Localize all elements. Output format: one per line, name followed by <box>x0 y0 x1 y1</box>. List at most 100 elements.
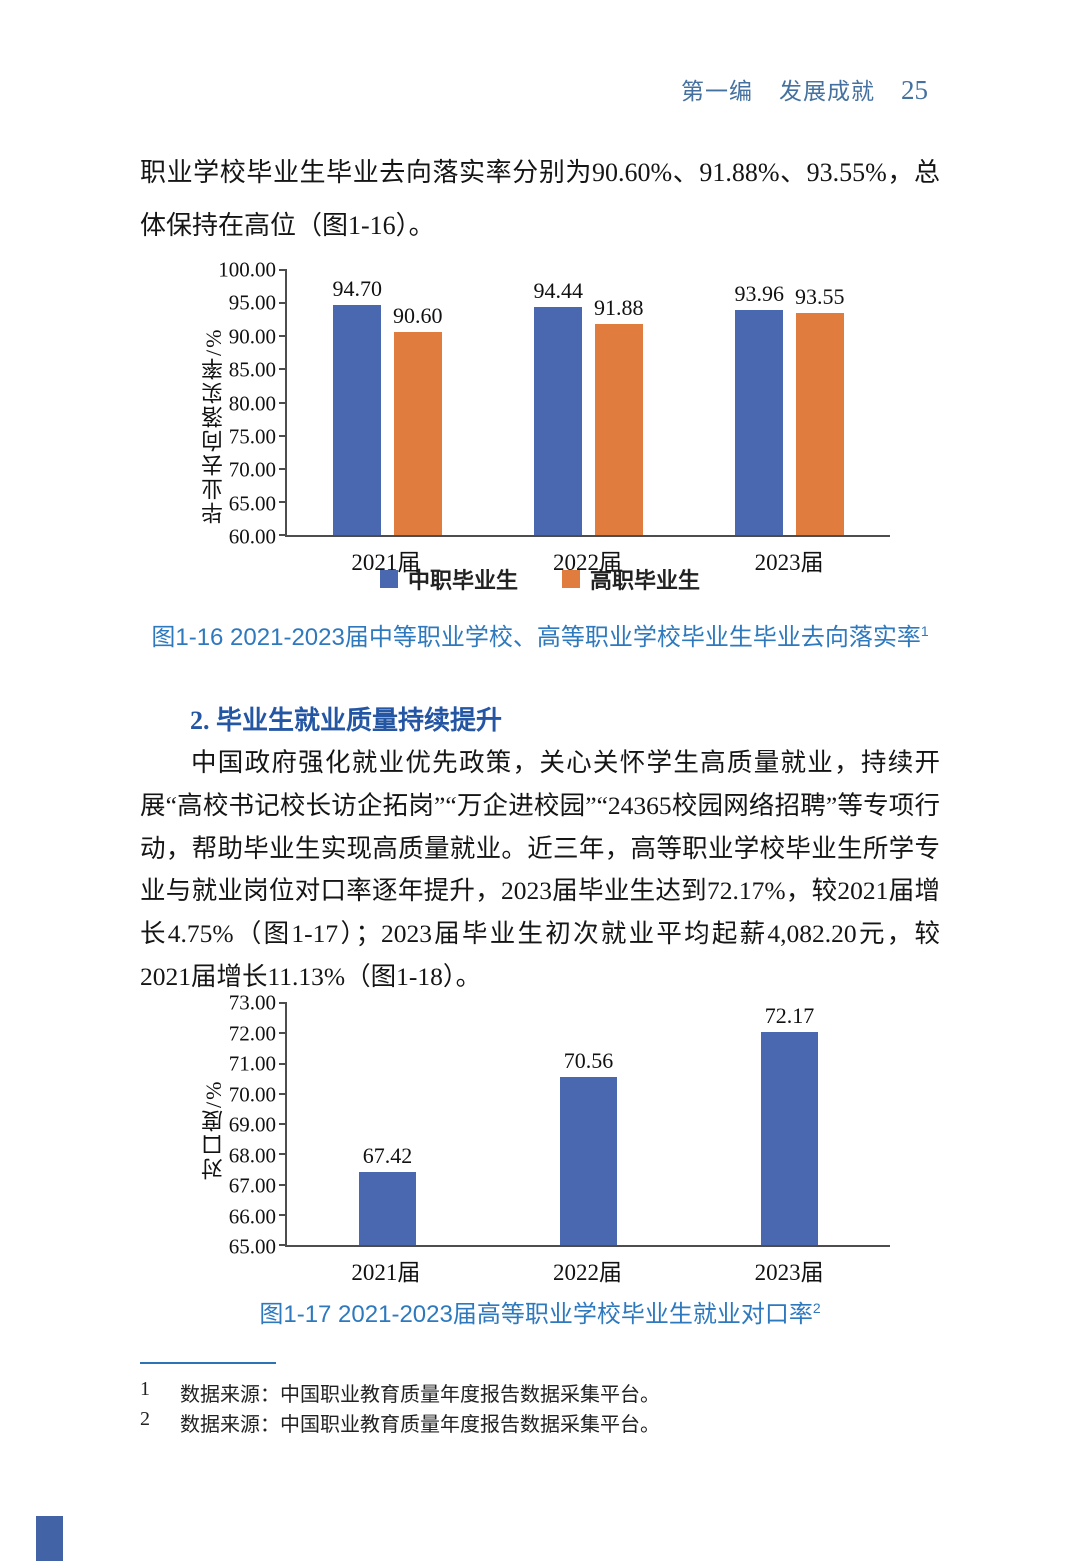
x-tick-label: 2022届 <box>553 1260 622 1285</box>
y-tick-label: 85.00 <box>228 357 276 382</box>
legend-item-gaozhi: 高职毕业生 <box>562 563 700 595</box>
y-tick-label: 68.00 <box>228 1143 276 1167</box>
bar-group: 70.56 <box>488 1003 689 1245</box>
page-number: 25 <box>901 75 928 105</box>
y-tick-mark <box>279 500 287 503</box>
bar-value-label: 94.44 <box>533 277 584 303</box>
bar-value-label: 90.60 <box>393 303 443 329</box>
x-axis-labels: 2021届 2022届 2023届 <box>285 1253 890 1287</box>
y-tick-label: 69.00 <box>228 1112 276 1137</box>
bar <box>795 312 844 535</box>
y-tick-label: 95.00 <box>228 290 276 315</box>
bar-value-label: 70.56 <box>563 1047 614 1073</box>
footnote-text: 数据来源：中国职业教育质量年度报告数据采集平台。 <box>180 1414 660 1436</box>
figure-1-16-legend: 中职毕业生 高职毕业生 <box>0 563 1080 595</box>
y-tick-mark <box>279 1244 287 1246</box>
y-tick-mark <box>279 1032 287 1035</box>
y-tick-label: 65.00 <box>228 1234 276 1259</box>
footnote-2: 2 数据来源：中国职业教育质量年度报告数据采集平台。 <box>140 1408 940 1437</box>
bar <box>761 1032 818 1245</box>
section-heading: 2. 毕业生就业质量持续提升 <box>190 706 503 735</box>
bar-value-label: 93.96 <box>734 281 785 307</box>
footnote-number: 2 <box>140 1408 150 1430</box>
bar-column: 94.44 <box>533 270 584 535</box>
figure-1-16-caption: 图1-16 2021-2023届中等职业学校、高等职业学校毕业生毕业去向落实率1 <box>0 617 1080 652</box>
body-paragraph: 中国政府强化就业优先政策，关心关怀学生高质量就业，持续开展“高校书记校长访企拓岗… <box>140 748 940 992</box>
bar-column: 91.88 <box>594 270 644 535</box>
bar-group: 67.42 <box>287 1003 488 1245</box>
y-tick-label: 71.00 <box>228 1051 276 1076</box>
caption-text: 图1-17 2021-2023届高等职业学校毕业生就业对口率 <box>259 1301 813 1328</box>
y-tick-label: 72.00 <box>228 1021 276 1045</box>
bar <box>594 323 643 535</box>
bar-value-label: 67.42 <box>362 1142 413 1168</box>
footnote-ref-1: 1 <box>920 623 929 639</box>
footnote-text: 数据来源：中国职业教育质量年度报告数据采集平台。 <box>180 1384 660 1406</box>
bar-column: 94.70 <box>332 270 383 535</box>
bar <box>359 1171 416 1245</box>
legend-item-zhongzhi: 中职毕业生 <box>379 563 518 595</box>
x-tick-label: 2023届 <box>754 1260 824 1285</box>
bar <box>534 306 583 535</box>
legend-swatch-blue-icon <box>379 570 398 588</box>
y-tick-mark <box>279 335 287 338</box>
bar-value-label: 93.55 <box>795 283 845 309</box>
footnote-ref-2: 2 <box>812 1300 821 1316</box>
y-tick-label: 80.00 <box>228 391 276 415</box>
figure-1-17-caption: 图1-17 2021-2023届高等职业学校毕业生就业对口率2 <box>0 1294 1080 1329</box>
bar-group: 94.44 91.88 <box>488 270 689 535</box>
bar-value-label: 94.70 <box>332 276 383 302</box>
bar-value-label: 91.88 <box>594 294 644 320</box>
page-corner-decoration <box>36 1516 63 1561</box>
y-tick-label: 75.00 <box>228 424 276 449</box>
y-tick-label: 90.00 <box>228 324 276 349</box>
bar <box>393 332 442 535</box>
legend-swatch-orange-icon <box>562 570 580 588</box>
bar-groups: 94.70 90.60 94.44 91.88 93.96 93.55 <box>287 270 890 535</box>
caption-text: 图1-16 2021-2023届中等职业学校、高等职业学校毕业生毕业去向落实率 <box>151 624 921 651</box>
y-tick-mark <box>279 1183 287 1186</box>
y-ticks: 100.00 95.00 90.00 85.00 80.00 75.00 70.00 65.0… <box>200 258 276 549</box>
y-tick-label: 67.00 <box>228 1173 276 1198</box>
y-tick-mark <box>279 1123 287 1125</box>
footnote-1: 1 数据来源：中国职业教育质量年度报告数据采集平台。 <box>140 1378 940 1407</box>
y-tick-label: 70.00 <box>228 1082 276 1106</box>
y-tick-label: 66.00 <box>228 1204 276 1228</box>
page-header: 第一编 发展成就 25 <box>681 72 928 106</box>
legend-label: 中职毕业生 <box>407 568 518 593</box>
plot-area: 67.42 70.56 72.17 <box>279 1002 890 1247</box>
y-tick-label: 60.00 <box>228 524 276 549</box>
y-tick-label: 70.00 <box>228 457 276 482</box>
y-tick-mark <box>279 1062 287 1065</box>
x-axis-labels: 2021届 2022届 2023届 <box>285 543 890 577</box>
bar <box>333 305 382 535</box>
bar-value-label: 72.17 <box>764 1003 815 1028</box>
bar-column: 93.55 <box>795 270 845 535</box>
y-tick-mark <box>279 401 287 404</box>
bar-group: 93.96 93.55 <box>689 270 890 535</box>
y-tick-mark <box>279 302 287 305</box>
figure-1-16-chart: 毕业去向落实率/% 100.00 95.00 90.00 85.00 80.00 75.0… <box>200 258 890 581</box>
y-tick-mark <box>279 1002 287 1004</box>
bar-column: 90.60 <box>393 270 443 535</box>
intro-paragraph: 职业学校毕业生毕业去向落实率分别为90.60%、91.88%、93.55%，总体… <box>140 158 940 241</box>
header-part: 第一编 <box>681 79 753 104</box>
y-tick-mark <box>279 534 287 536</box>
footnote-number: 1 <box>140 1378 150 1400</box>
y-tick-mark <box>279 1153 287 1156</box>
y-tick-mark <box>279 1213 287 1216</box>
y-tick-mark <box>279 434 287 437</box>
footnote-separator <box>140 1362 276 1364</box>
figure-1-17-chart: 对口度/% 73.00 72.00 71.00 70.00 69.00 68.00 67.0… <box>200 991 890 1315</box>
y-tick-mark <box>279 269 287 271</box>
x-tick-label: 2023届 <box>754 550 824 575</box>
plot-area: 94.70 90.60 94.44 91.88 93.96 93.55 <box>279 269 890 537</box>
y-tick-mark <box>279 467 287 470</box>
y-tick-label: 65.00 <box>228 491 276 516</box>
y-tick-label: 73.00 <box>228 990 276 1015</box>
bar-column: 72.17 <box>761 1003 818 1245</box>
bar-group: 72.17 <box>689 1003 890 1245</box>
legend-label: 高职毕业生 <box>590 568 701 593</box>
x-tick-label: 2021届 <box>351 1260 421 1285</box>
